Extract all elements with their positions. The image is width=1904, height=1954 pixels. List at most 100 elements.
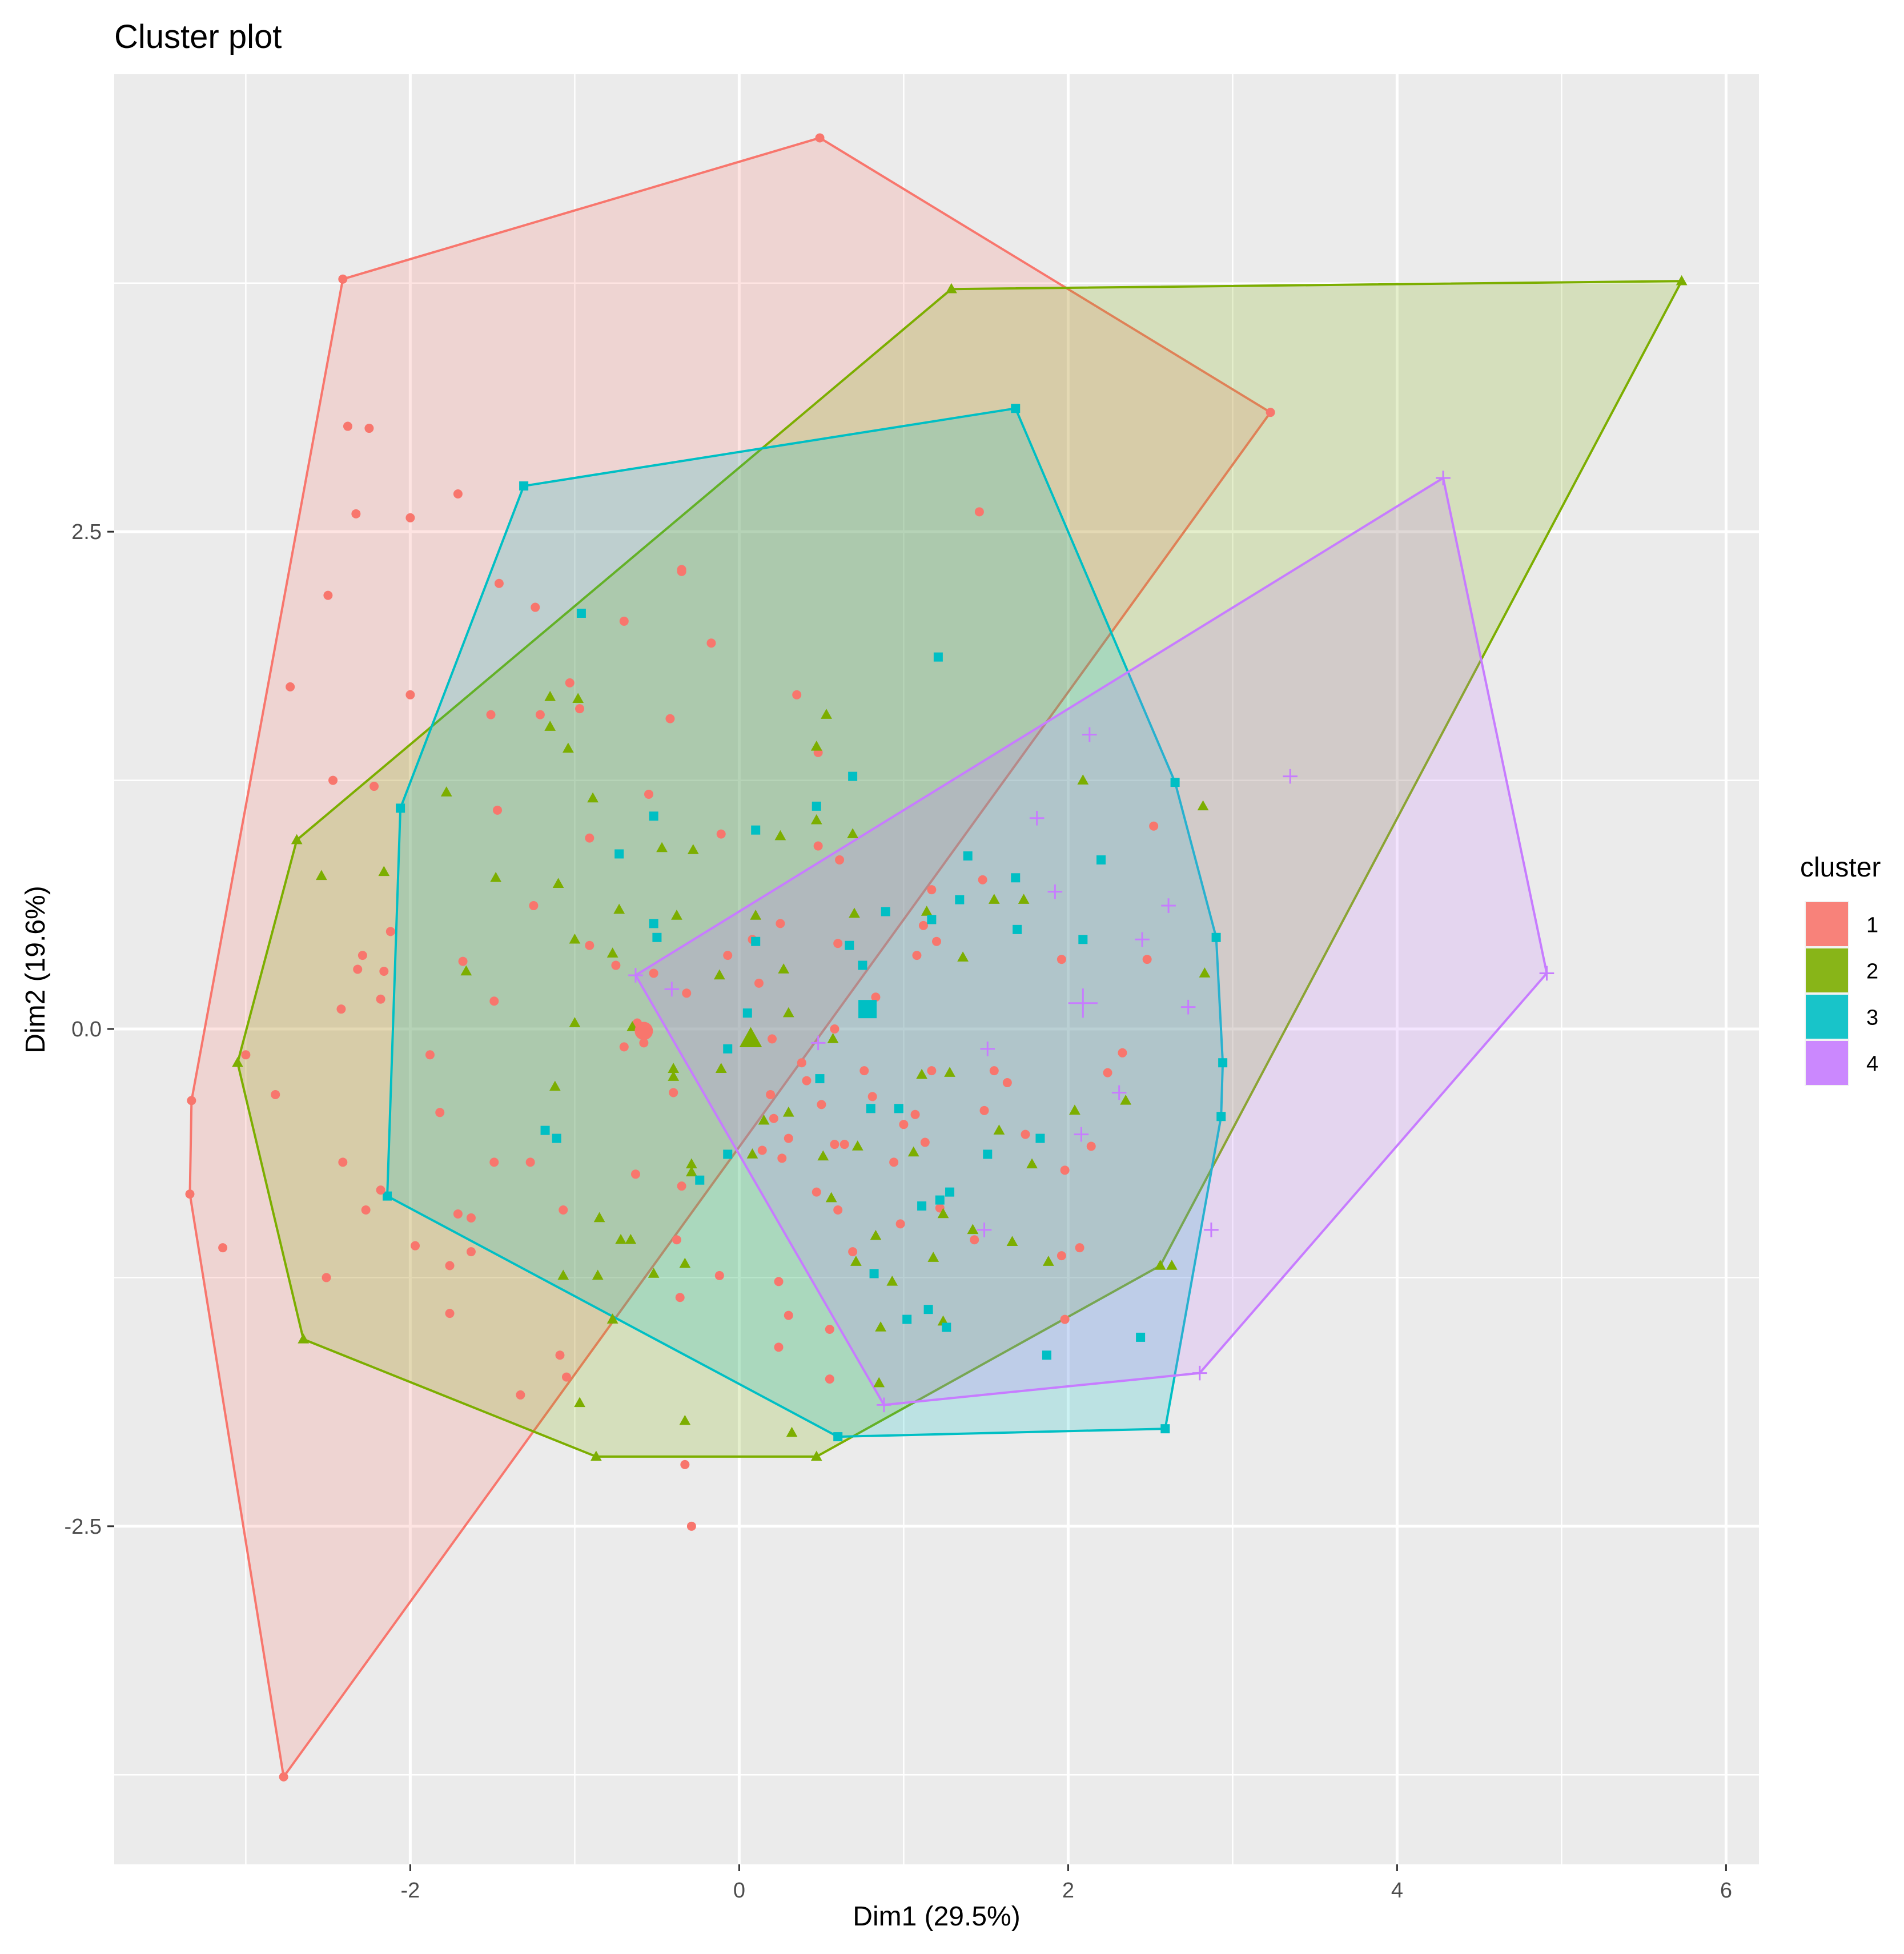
cluster-3-point bbox=[695, 1175, 705, 1185]
cluster-1-point bbox=[754, 978, 764, 988]
cluster-3-point bbox=[540, 1125, 550, 1135]
cluster-2-point bbox=[606, 947, 618, 958]
y-tick-label: -2.5 bbox=[65, 1515, 102, 1539]
cluster-points bbox=[185, 133, 1688, 1782]
cluster-1-point bbox=[585, 940, 595, 950]
cluster-3-point bbox=[1216, 1112, 1226, 1121]
cluster-3-point bbox=[945, 1187, 955, 1197]
cluster-2-point bbox=[679, 1257, 691, 1268]
cluster-2-point bbox=[569, 933, 581, 944]
cluster-2-point bbox=[1197, 800, 1209, 811]
cluster-2-point bbox=[656, 842, 668, 853]
cluster-1-point bbox=[686, 1521, 696, 1531]
cluster-2-point bbox=[569, 1017, 581, 1027]
cluster-3-point bbox=[1218, 1058, 1228, 1068]
cluster-1-point bbox=[535, 710, 545, 719]
cluster-4-point bbox=[810, 1035, 826, 1051]
cluster-2-point bbox=[613, 903, 625, 914]
cluster-1-point bbox=[675, 1293, 685, 1302]
cluster-1-point bbox=[830, 1140, 839, 1149]
cluster-1-point bbox=[361, 1205, 371, 1215]
cluster-2-point bbox=[549, 1080, 561, 1091]
cluster-1-point bbox=[769, 1113, 778, 1123]
legend-swatch-1 bbox=[1806, 902, 1848, 946]
cluster-1-point bbox=[376, 994, 385, 1004]
cluster-3-point bbox=[902, 1314, 912, 1324]
cluster-1-point bbox=[369, 782, 379, 791]
cluster-1-point bbox=[918, 920, 928, 930]
cluster-2-point bbox=[552, 878, 564, 888]
cluster-3-point bbox=[614, 849, 624, 859]
cluster-2-point bbox=[810, 814, 822, 825]
cluster-2-point bbox=[668, 1063, 680, 1073]
cluster-4-point bbox=[1082, 727, 1097, 742]
cluster-4-point bbox=[977, 1223, 992, 1237]
cluster-2-point bbox=[967, 1224, 979, 1235]
cluster-4-point bbox=[1111, 1085, 1127, 1100]
cluster-1-point bbox=[672, 1235, 681, 1245]
cluster-2-point bbox=[821, 709, 832, 719]
cluster-1-point bbox=[453, 489, 463, 498]
legend: cluster 1 2 3 4 bbox=[1800, 853, 1881, 1086]
cluster-2-point bbox=[668, 1071, 680, 1081]
cluster-2-point bbox=[1154, 1260, 1166, 1270]
x-axis-ticks: -2 0 2 4 6 bbox=[401, 1864, 1732, 1903]
cluster-1-point bbox=[619, 616, 629, 626]
cluster-1-point bbox=[970, 1235, 979, 1245]
cluster-3-point bbox=[742, 1008, 752, 1018]
cluster-2-point bbox=[750, 910, 762, 920]
x-tick-label: 0 bbox=[733, 1879, 745, 1903]
cluster-3-center bbox=[858, 1000, 877, 1019]
cluster-1-point bbox=[833, 1205, 843, 1215]
cluster-centers bbox=[634, 988, 1098, 1047]
cluster-1-point bbox=[466, 1213, 476, 1223]
cluster-2-point bbox=[810, 740, 822, 751]
cluster-3-point bbox=[1170, 778, 1180, 787]
cluster-3-point bbox=[833, 1432, 843, 1442]
cluster-2-point bbox=[851, 1140, 863, 1151]
cluster-3-point bbox=[1078, 935, 1088, 944]
cluster-2-point bbox=[544, 690, 556, 701]
cluster-1-point bbox=[912, 951, 922, 960]
cluster-3-point bbox=[866, 1104, 875, 1113]
legend-label-3: 3 bbox=[1866, 1006, 1878, 1030]
cluster-1-point bbox=[774, 1277, 784, 1286]
cluster-4-point bbox=[1283, 769, 1298, 784]
cluster-2-point bbox=[907, 1146, 919, 1157]
cluster-1-point bbox=[559, 1205, 568, 1215]
x-tick-label: 2 bbox=[1062, 1879, 1074, 1903]
cluster-3-point bbox=[933, 652, 943, 662]
cluster-1-point bbox=[529, 901, 539, 911]
cluster-1-point bbox=[1118, 1048, 1127, 1058]
legend-swatch-4 bbox=[1806, 1041, 1848, 1085]
cluster-3-point bbox=[848, 771, 858, 781]
cluster-1-point bbox=[271, 1089, 280, 1099]
cluster-1-point bbox=[848, 1247, 858, 1257]
cluster-2-point bbox=[825, 1192, 837, 1203]
cluster-1-point bbox=[241, 1050, 251, 1060]
cluster-1-point bbox=[425, 1050, 435, 1060]
cluster-2-point bbox=[774, 830, 786, 841]
y-axis-ticks: -2.5 0.0 2.5 bbox=[65, 520, 114, 1539]
cluster-4-point bbox=[1029, 810, 1045, 826]
cluster-2-point bbox=[625, 1233, 637, 1244]
cluster-2-point bbox=[460, 965, 472, 976]
cluster-3-point bbox=[1211, 932, 1221, 942]
cluster-1-point bbox=[364, 424, 374, 433]
cluster-3-point bbox=[869, 1269, 879, 1278]
cluster-4-hull bbox=[634, 477, 1548, 1406]
cluster-2-point bbox=[687, 844, 699, 854]
cluster-2-point bbox=[993, 1124, 1005, 1135]
cluster-1-point bbox=[974, 507, 984, 517]
cluster-1-point bbox=[714, 1270, 724, 1280]
cluster-2-point bbox=[686, 1158, 697, 1169]
cluster-1-point bbox=[1086, 1141, 1096, 1151]
cluster-1-point bbox=[1057, 955, 1066, 964]
cluster-1-point bbox=[830, 1024, 839, 1034]
cluster-2-point bbox=[988, 894, 1000, 904]
cluster-1-point bbox=[343, 421, 352, 431]
cluster-1-point bbox=[555, 1350, 565, 1360]
cluster-1-point bbox=[1057, 1251, 1066, 1261]
cluster-1-point bbox=[585, 833, 595, 843]
cluster-1-point bbox=[185, 1189, 195, 1199]
